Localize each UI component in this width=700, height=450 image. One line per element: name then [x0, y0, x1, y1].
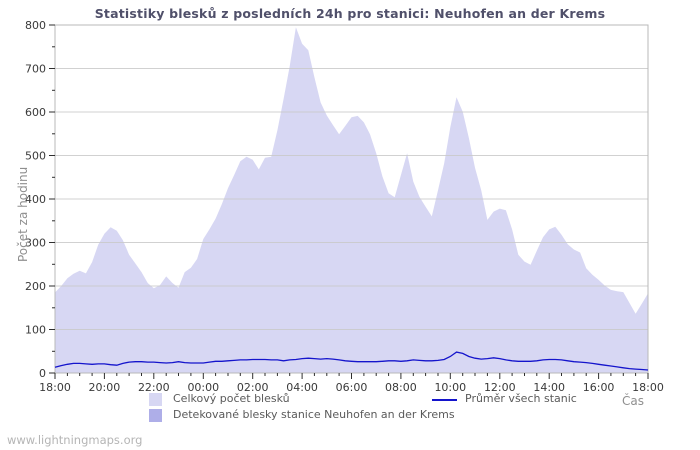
y-tick-label: 500: [25, 150, 46, 163]
x-axis-label: Čas: [622, 394, 644, 408]
y-tick-label: 700: [25, 63, 46, 76]
legend-label-station: Detekované blesky stanice Neuhofen an de…: [173, 408, 455, 421]
x-tick-label: 04:00: [286, 381, 318, 394]
x-tick-label: 16:00: [583, 381, 615, 394]
x-tick-label: 10:00: [434, 381, 466, 394]
x-tick-label: 22:00: [138, 381, 170, 394]
x-tick-label: 18:00: [632, 381, 664, 394]
x-tick-label: 06:00: [336, 381, 368, 394]
y-axis-label: Počet za hodinu: [16, 166, 30, 262]
y-tick-label: 400: [25, 193, 46, 206]
x-tick-label: 02:00: [237, 381, 269, 394]
y-tick-label: 300: [25, 237, 46, 250]
series-total-area: [55, 27, 648, 373]
y-tick-label: 100: [25, 324, 46, 337]
x-tick-label: 12:00: [484, 381, 516, 394]
legend-label-average: Průměr všech stanic: [465, 392, 577, 405]
x-tick-label: 14:00: [533, 381, 565, 394]
chart-title: Statistiky blesků z posledních 24h pro s…: [94, 6, 606, 21]
y-tick-label: 0: [39, 367, 46, 380]
y-tick-label: 600: [25, 106, 46, 119]
watermark: www.lightningmaps.org: [7, 433, 143, 447]
legend-swatch-station-icon: [149, 409, 162, 422]
x-tick-label: 18:00: [39, 381, 71, 394]
legend-swatch-total-icon: [149, 393, 162, 406]
x-tick-label: 20:00: [89, 381, 121, 394]
y-tick-label: 800: [25, 19, 46, 32]
legend-label-total: Celkový počet blesků: [173, 392, 290, 405]
x-tick-label: 00:00: [187, 381, 219, 394]
legend-swatch-average-line-icon: [432, 399, 457, 401]
y-tick-label: 200: [25, 280, 46, 293]
series-average-line: [54, 351, 649, 371]
x-tick-label: 08:00: [385, 381, 417, 394]
